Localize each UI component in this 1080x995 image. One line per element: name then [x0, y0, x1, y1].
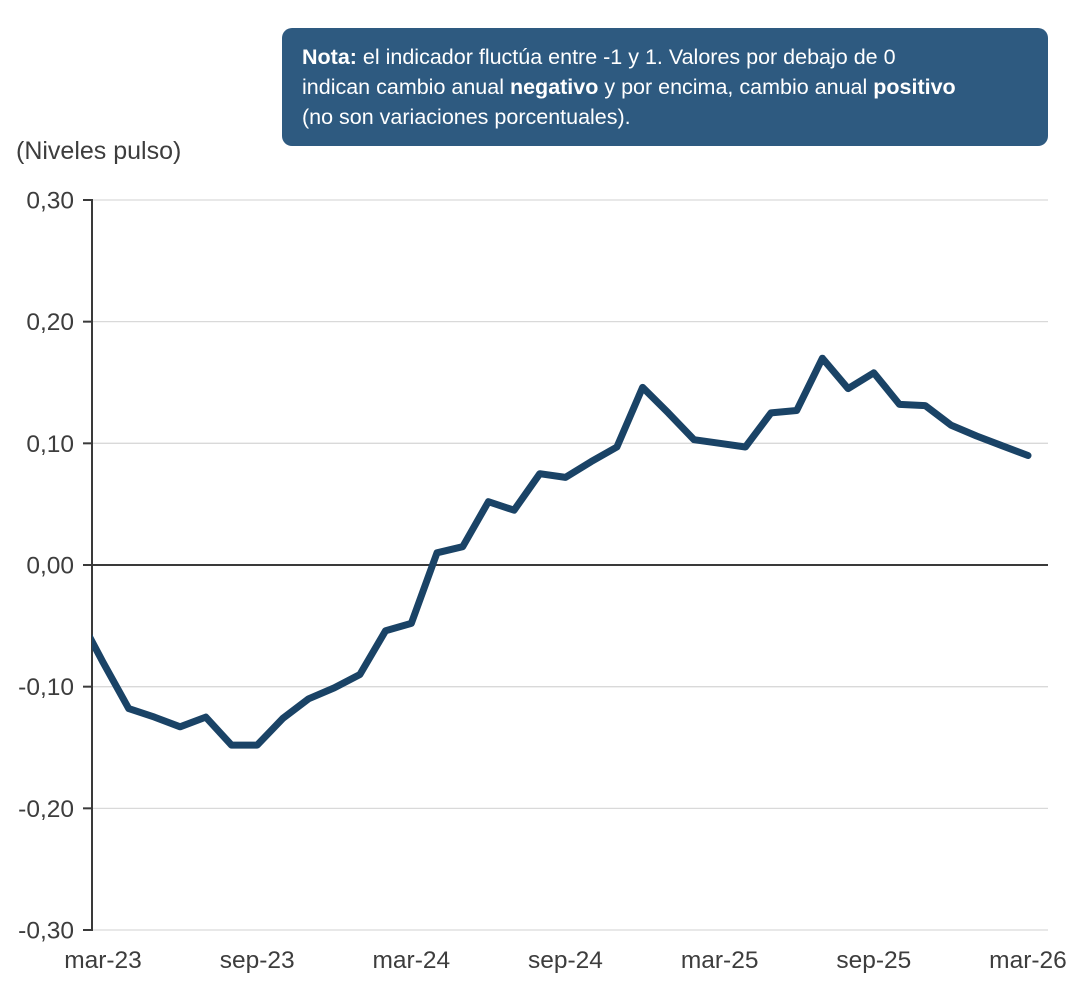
x-tick-label: mar-24: [373, 947, 451, 974]
indicator-line-series: [92, 354, 1032, 749]
y-axis-ticks: [83, 198, 92, 932]
note-text-line: (no son variaciones porcentuales).: [302, 102, 1028, 132]
y-axis-title: (Niveles pulso): [16, 137, 182, 165]
note-bold-text: Nota:: [302, 45, 357, 69]
note-callout: Nota: el indicador fluctúa entre -1 y 1.…: [282, 28, 1048, 146]
gridlines: [92, 199, 1048, 931]
x-tick-label: sep-25: [836, 947, 911, 974]
note-text: el indicador fluctúa entre -1 y 1. Valor…: [356, 45, 896, 69]
x-tick-label: mar-26: [989, 947, 1067, 974]
y-tick-label: -0,30: [18, 918, 74, 945]
x-tick-label: sep-24: [528, 947, 603, 974]
x-tick-label: mar-23: [64, 947, 142, 974]
y-tick-label: -0,10: [18, 674, 74, 701]
y-axis-labels: 0,30 0,20 0,10 0,00 -0,10 -0,20 -0,30: [18, 187, 74, 944]
note-text: y por encima, cambio anual: [598, 75, 874, 99]
note-bold-text: positivo: [873, 75, 956, 99]
y-tick-label: 0,20: [26, 309, 74, 336]
y-tick-label: -0,20: [18, 796, 74, 823]
note-text-line: indican cambio anual negativo y por enci…: [302, 72, 1028, 102]
y-tick-label: 0,10: [26, 431, 74, 458]
x-axis-labels: mar-23 sep-23 mar-24 sep-24 mar-25 sep-25 mar-…: [64, 947, 1067, 974]
y-tick-label: 0,00: [26, 553, 74, 580]
note-bold-text: negativo: [509, 75, 599, 99]
x-tick-label: mar-25: [681, 947, 759, 974]
note-text: (no son variaciones porcentuales).: [302, 105, 631, 129]
note-text-line: Nota: el indicador fluctúa entre -1 y 1.…: [302, 42, 1028, 72]
note-text: indican cambio anual: [302, 75, 510, 99]
x-tick-label: sep-23: [220, 947, 295, 974]
y-tick-label: 0,30: [26, 187, 74, 214]
